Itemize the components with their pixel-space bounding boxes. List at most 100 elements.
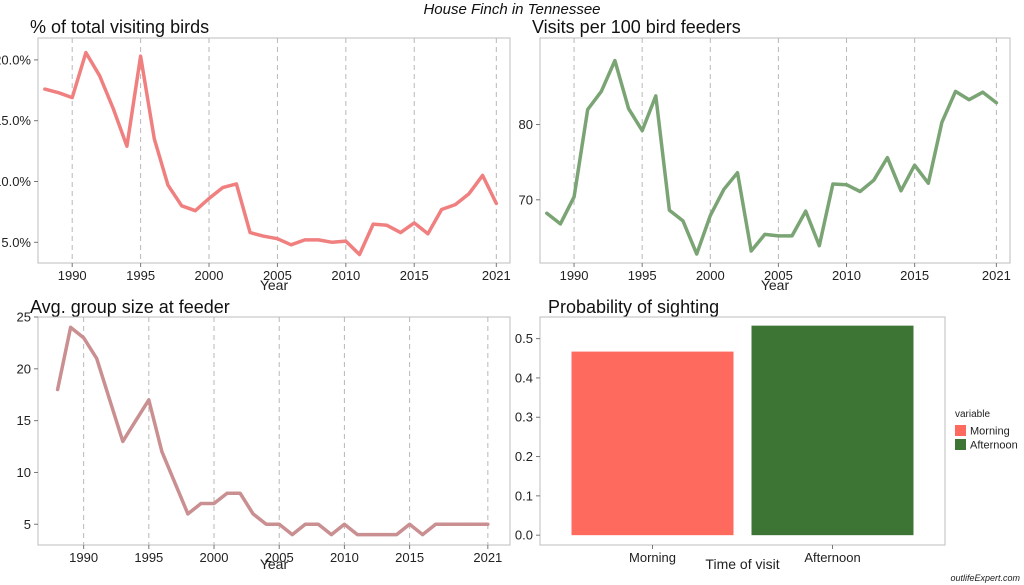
data-point — [121, 440, 124, 443]
data-point — [954, 90, 957, 93]
data-point — [82, 336, 85, 339]
x-tick-label: 2015 — [395, 550, 424, 565]
data-point — [303, 238, 306, 242]
legend-label: Afternoon — [970, 440, 1018, 452]
panel-probability-of-sighting: Probability of sighting 0.0 0.1 0.2 0.3 0.4 0.… — [515, 297, 1018, 572]
x-tick-label: 2010 — [331, 268, 360, 283]
data-point — [71, 96, 74, 99]
data-point — [330, 533, 333, 536]
data-point — [108, 398, 111, 402]
panel-title: % of total visiting birds — [30, 17, 209, 37]
x-tick-label: 2021 — [473, 550, 502, 565]
y-tick-label: 15.0% — [0, 113, 31, 128]
data-point — [98, 74, 101, 77]
x-tick-label: Afternoon — [804, 550, 860, 565]
data-point — [981, 90, 984, 94]
panel-visits-per-100-feeders: Visits per 100 bird feeders 1990 1995 2000 2… — [519, 17, 1011, 293]
data-point — [95, 357, 98, 360]
x-axis-label: Year — [260, 277, 289, 293]
data-point — [613, 59, 617, 62]
x-tick-label: 2021 — [482, 268, 511, 283]
data-point — [291, 533, 294, 536]
data-point — [173, 481, 177, 485]
x-tick-label: 2015 — [900, 268, 929, 283]
data-point — [304, 523, 307, 526]
panel-title: Visits per 100 bird feeders — [532, 17, 741, 37]
plot-frame — [37, 316, 511, 546]
panel-title: Avg. group size at feeder — [30, 297, 230, 317]
data-point — [343, 523, 346, 526]
data-point — [831, 182, 835, 186]
data-point — [317, 523, 320, 526]
data-point — [186, 512, 190, 516]
data-point — [408, 523, 411, 526]
data-point — [207, 197, 211, 200]
data-point — [777, 234, 780, 238]
legend-swatch — [955, 439, 966, 450]
data-point — [967, 98, 971, 101]
x-tick-label: 2005 — [764, 268, 793, 283]
x-tick-label: 1990 — [58, 268, 87, 283]
data-point — [369, 533, 372, 536]
data-point — [709, 214, 712, 217]
data-point — [858, 190, 862, 193]
y-tick-label: 70 — [519, 192, 533, 207]
data-point — [927, 182, 930, 185]
x-tick-label: 1990 — [69, 550, 98, 565]
bar-afternoon — [751, 325, 914, 536]
x-tick-label: 1995 — [126, 268, 155, 283]
data-point — [395, 533, 398, 536]
data-point — [572, 195, 576, 198]
y-tick-label: 25 — [17, 310, 31, 325]
data-point — [790, 234, 794, 238]
x-tick-label: 2000 — [195, 268, 224, 283]
data-point — [330, 241, 334, 244]
data-point — [495, 202, 498, 205]
legend-title: variable — [955, 409, 990, 420]
data-point — [262, 235, 265, 238]
y-tick-label: 0.5 — [515, 331, 533, 346]
legend-label: Morning — [970, 426, 1010, 438]
data-point — [440, 208, 443, 211]
data-point — [872, 179, 875, 182]
data-point — [763, 233, 766, 236]
x-axis-label: Year — [260, 556, 289, 572]
data-point — [818, 244, 821, 247]
data-point — [212, 502, 216, 505]
x-tick-label: 2005 — [263, 268, 292, 283]
y-tick-label: 80 — [519, 117, 533, 132]
data-point — [43, 87, 47, 91]
data-point — [56, 388, 59, 391]
x-tick-label: 1990 — [560, 268, 589, 283]
data-point — [600, 90, 603, 93]
data-point — [112, 107, 115, 110]
data-point — [559, 222, 562, 226]
y-tick-label: 5 — [24, 517, 31, 532]
y-tick-label: 0.2 — [515, 449, 533, 464]
data-point — [248, 231, 252, 234]
x-tick-label: 2010 — [832, 268, 861, 283]
data-point — [147, 398, 151, 402]
series-line — [55, 325, 490, 537]
data-point — [371, 222, 375, 226]
x-tick-label: 2000 — [696, 268, 725, 283]
data-point — [194, 209, 197, 212]
data-point — [199, 502, 203, 505]
data-point — [899, 189, 903, 192]
data-point — [695, 252, 698, 256]
data-point — [995, 101, 998, 104]
y-tick-label: 0.1 — [515, 488, 533, 503]
data-point — [845, 183, 848, 186]
data-point — [180, 204, 183, 208]
x-tick-label: 2010 — [330, 550, 359, 565]
data-point — [545, 212, 549, 215]
figure-supertitle: House Finch in Tennessee — [423, 1, 600, 18]
data-point — [264, 523, 268, 526]
data-point — [426, 232, 430, 236]
data-point — [467, 192, 471, 195]
data-point — [153, 137, 156, 141]
y-tick-label: 0.3 — [515, 410, 533, 425]
data-point — [681, 219, 685, 223]
data-point — [421, 533, 424, 536]
